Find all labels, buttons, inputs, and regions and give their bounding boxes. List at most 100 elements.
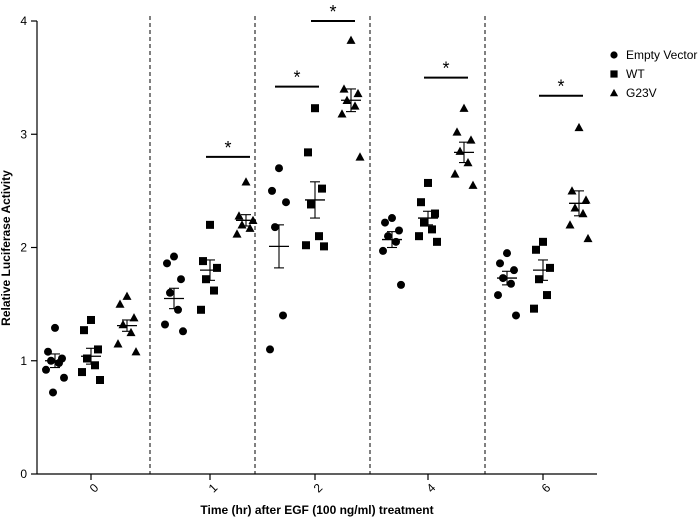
point-square-g4-0 <box>539 237 547 246</box>
legend-label-triangle: G23V <box>626 86 657 100</box>
point-triangle-g0-1 <box>115 299 125 308</box>
point-square-g0-4 <box>91 361 99 370</box>
point-square-g2-2 <box>318 184 326 193</box>
point-triangle-g3-3 <box>455 146 465 155</box>
point-circle-g0-7 <box>49 388 57 397</box>
significance-label-0: * <box>224 138 231 158</box>
group-separators <box>149 16 486 474</box>
point-triangle-g4-5 <box>565 220 575 229</box>
point-circle-g3-5 <box>379 246 387 255</box>
point-triangle-g0-0 <box>122 291 132 300</box>
point-circle-g3-3 <box>384 232 392 241</box>
point-triangle-g2-0 <box>346 35 356 44</box>
point-triangle-g1-0 <box>241 177 251 186</box>
point-triangle-g2-4 <box>350 101 360 110</box>
point-square-g0-0 <box>87 315 95 324</box>
point-square-g4-2 <box>546 263 554 272</box>
point-triangle-g1-5 <box>232 229 242 238</box>
x-ticks: 0 1 2 4 6 <box>87 474 554 495</box>
point-square-g3-5 <box>415 232 423 241</box>
point-circle-g4-1 <box>496 259 504 268</box>
point-circle-g4-0 <box>503 249 511 258</box>
point-square-g3-4 <box>428 225 436 234</box>
y-tick-label-1: 1 <box>20 354 27 368</box>
point-circle-g3-2 <box>395 226 403 235</box>
point-square-g1-3 <box>202 275 210 284</box>
point-circle-g1-2 <box>177 275 185 284</box>
point-square-g0-1 <box>80 326 88 335</box>
point-square-g1-2 <box>213 263 221 272</box>
point-square-g4-4 <box>543 291 551 300</box>
point-triangle-g0-4 <box>126 327 136 337</box>
axes <box>36 21 597 475</box>
legend-label-circle: Empty Vector <box>626 48 697 62</box>
y-tick-label-4: 4 <box>20 14 27 28</box>
point-circle-g1-6 <box>179 327 187 336</box>
y-tick-label-0: 0 <box>20 467 27 481</box>
point-circle-g1-3 <box>166 288 174 297</box>
legend: Empty Vector WT G23V <box>609 48 697 100</box>
point-triangle-g3-0 <box>459 103 469 112</box>
point-circle-g4-2 <box>510 266 518 275</box>
point-square-g3-6 <box>433 237 441 246</box>
point-triangle-g1-3 <box>237 220 247 229</box>
y-tick-label-3: 3 <box>20 127 27 141</box>
point-triangle-g2-2 <box>353 88 363 98</box>
point-triangle-g3-5 <box>450 169 460 178</box>
point-triangle-g4-3 <box>570 203 580 212</box>
legend-label-square: WT <box>626 67 645 81</box>
point-circle-g1-4 <box>174 305 182 314</box>
data-points <box>42 35 593 397</box>
point-triangle-g4-0 <box>574 122 584 132</box>
point-circle-g2-5 <box>266 345 274 354</box>
point-circle-g0-0 <box>51 323 59 332</box>
point-triangle-g4-1 <box>567 186 577 195</box>
point-circle-g1-5 <box>161 320 169 329</box>
point-circle-g2-4 <box>279 311 287 320</box>
legend-marker-square <box>610 70 618 78</box>
point-triangle-g1-1 <box>234 211 244 220</box>
point-square-g1-1 <box>199 257 207 266</box>
significance-markers: * * * * * <box>206 2 583 158</box>
point-triangle-g4-4 <box>578 208 588 218</box>
point-square-g3-0 <box>424 178 432 187</box>
point-square-g4-1 <box>532 245 540 254</box>
significance-label-3: * <box>442 59 449 79</box>
y-ticks: 0 1 2 3 4 <box>20 14 37 481</box>
point-square-g3-2 <box>431 209 439 218</box>
point-circle-g2-2 <box>282 198 290 207</box>
point-square-g2-4 <box>315 232 323 241</box>
point-square-g3-1 <box>417 198 425 207</box>
point-triangle-g3-6 <box>468 180 478 189</box>
point-circle-g0-5 <box>42 365 50 374</box>
point-square-g2-0 <box>311 104 319 113</box>
point-circle-g1-1 <box>163 259 171 268</box>
point-circle-g0-6 <box>60 373 68 382</box>
point-circle-g4-6 <box>512 311 520 320</box>
point-square-g2-5 <box>302 241 310 250</box>
point-circle-g3-0 <box>388 214 396 223</box>
point-square-g2-6 <box>320 242 328 251</box>
point-square-g0-5 <box>78 368 86 377</box>
point-circle-g2-0 <box>275 164 283 173</box>
point-circle-g4-4 <box>507 279 515 288</box>
point-circle-g2-1 <box>268 186 276 195</box>
point-square-g4-5 <box>530 304 538 313</box>
significance-label-1: * <box>293 68 300 88</box>
point-square-g1-5 <box>197 305 205 314</box>
x-tick-label-0: 0 <box>87 480 102 495</box>
mean-sem-bars <box>45 88 589 369</box>
point-triangle-g4-6 <box>583 233 593 243</box>
legend-marker-triangle <box>609 88 619 97</box>
point-triangle-g0-2 <box>129 313 139 322</box>
point-circle-g3-1 <box>381 218 389 227</box>
y-axis-title: Relative Luciferase Activity <box>0 170 13 326</box>
x-tick-label-6: 6 <box>539 480 554 495</box>
point-triangle-g1-4 <box>245 223 255 232</box>
point-triangle-g2-6 <box>355 152 365 161</box>
x-axis-title: Time (hr) after EGF (100 ng/ml) treatmen… <box>200 503 433 517</box>
point-square-g0-2 <box>94 345 102 354</box>
point-triangle-g3-2 <box>466 135 476 144</box>
significance-label-4: * <box>557 77 564 97</box>
